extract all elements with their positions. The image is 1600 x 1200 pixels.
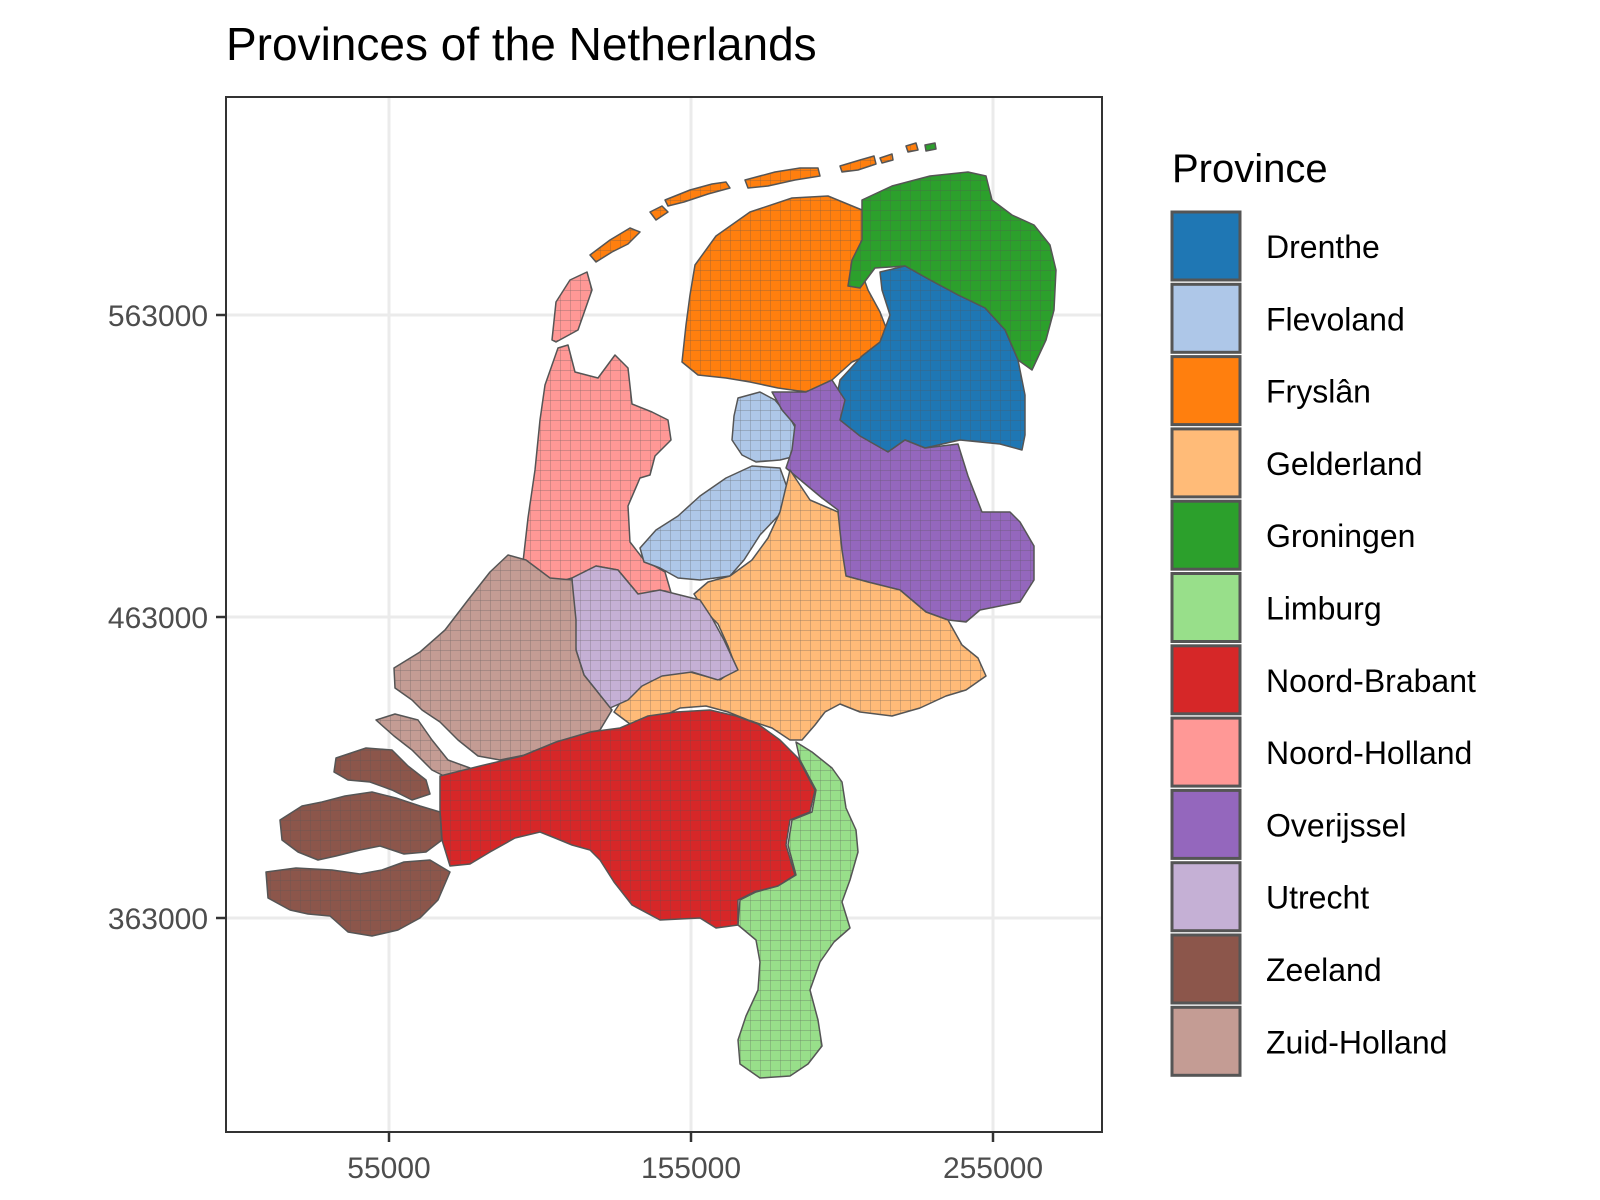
- province-zeeland: [265, 747, 451, 937]
- y-tick-label: 463000: [108, 602, 208, 635]
- province-cell-grid: [925, 143, 936, 151]
- y-axis-labels: 563000 463000 363000: [108, 300, 208, 936]
- legend-label-gelderland: Gelderland: [1266, 446, 1423, 482]
- province-cell-grid: [523, 272, 672, 606]
- panel-border: [225, 96, 1103, 1133]
- y-tick-label: 563000: [108, 300, 208, 333]
- legend-label-zuid-holland: Zuid-Holland: [1266, 1024, 1447, 1060]
- axis-ticks: [216, 313, 995, 1142]
- map-title: Provinces of the Netherlands: [226, 18, 817, 70]
- province-cell-grid: [376, 555, 612, 782]
- legend-label-zeeland: Zeeland: [1266, 952, 1382, 988]
- province-cell-grid: [650, 206, 668, 220]
- legend-key-groningen: [1170, 499, 1242, 571]
- province-cell-grid: [590, 228, 640, 262]
- legend-key-overijssel: [1170, 788, 1242, 860]
- legend-title: Province: [1172, 147, 1328, 191]
- province-cell-grid: [880, 154, 893, 163]
- legend-key-utrecht: [1170, 861, 1242, 933]
- legend-label-drenthe: Drenthe: [1266, 229, 1380, 265]
- province-cell-grid: [682, 196, 890, 392]
- x-axis-labels: 55000 155000 255000: [347, 1152, 1043, 1185]
- province-cell-grid: [280, 792, 442, 860]
- province-cell-grid: [745, 168, 820, 188]
- legend-key-drenthe: [1170, 210, 1242, 282]
- province-cell-grid: [738, 742, 858, 1078]
- legend-key-limburg: [1170, 572, 1242, 643]
- legend-key-flevoland: [1170, 282, 1242, 354]
- province-cell-grid: [848, 172, 1056, 370]
- legend-key-zuid-holland: [1170, 1005, 1242, 1077]
- legend-key-noord-holland: [1170, 716, 1242, 788]
- legend-label-overijssel: Overijssel: [1266, 807, 1406, 843]
- province-cell-grid: [266, 860, 450, 936]
- province-cell-grid: [614, 470, 986, 740]
- x-tick-label: 255000: [943, 1152, 1043, 1185]
- x-tick-label: 155000: [641, 1152, 741, 1185]
- legend-key-zeeland: [1170, 933, 1242, 1005]
- x-tick-label: 55000: [347, 1152, 430, 1185]
- legend-key-noord-brabant: [1170, 644, 1242, 716]
- province-cell-grid: [906, 143, 918, 152]
- legend-label-flevoland: Flevoland: [1266, 301, 1405, 337]
- legend-key-frysl-n: [1170, 355, 1242, 427]
- legend-label-frysl-n: Fryslân: [1266, 374, 1371, 410]
- province-frysln-islands: [589, 142, 937, 263]
- y-tick-label: 363000: [108, 903, 208, 936]
- legend-label-groningen: Groningen: [1266, 518, 1415, 554]
- province-cell-grid: [832, 266, 1025, 452]
- province-cell-grid: [840, 156, 876, 172]
- legend-label-noord-brabant: Noord-Brabant: [1266, 663, 1476, 699]
- province-cell-grid: [440, 710, 815, 928]
- legend-label-limburg: Limburg: [1266, 591, 1382, 627]
- legend: Province Drenthe Flevoland Fryslân Gelderla…: [1170, 147, 1476, 1077]
- province-cell-grid: [572, 566, 738, 708]
- legend-label-noord-holland: Noord-Holland: [1266, 735, 1472, 771]
- legend-label-utrecht: Utrecht: [1266, 880, 1369, 916]
- province-cell-grid: [665, 182, 730, 206]
- legend-key-gelderland: [1170, 427, 1242, 499]
- province-cell-grid: [640, 392, 802, 580]
- province-cell-grid: [772, 380, 1034, 622]
- provinces: [265, 142, 1057, 1079]
- province-cell-grid: [334, 748, 430, 800]
